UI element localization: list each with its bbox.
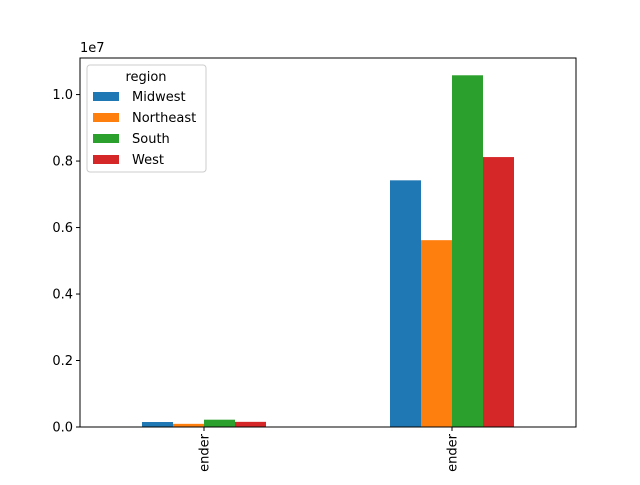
bar-west-1 [483, 157, 514, 427]
y-tick-label: 1.0 [52, 88, 73, 103]
bar-west-0 [235, 421, 266, 427]
legend-swatch-south [93, 134, 119, 143]
y-offset-label: 1e7 [80, 41, 105, 56]
bar-northeast-1 [421, 240, 452, 427]
y-tick-label: 0.0 [52, 421, 73, 436]
y-tick-label: 0.4 [52, 288, 73, 303]
legend-swatch-northeast [93, 113, 119, 122]
x-tick-label: ender [446, 433, 461, 471]
y-tick-label: 0.6 [52, 221, 73, 236]
x-tick-label: ender [198, 433, 213, 471]
bar-south-0 [204, 419, 235, 427]
bar-midwest-0 [142, 422, 173, 427]
bar-midwest-1 [390, 180, 421, 427]
bar-northeast-0 [173, 423, 204, 427]
x-axis: ender ender [198, 427, 461, 472]
legend-label-northeast: Northeast [132, 111, 196, 126]
legend-label-midwest: Midwest [132, 90, 186, 105]
legend-frame [86, 64, 207, 173]
bar-south-1 [452, 75, 483, 427]
bars-layer [142, 75, 514, 427]
legend-items: Midwest Northeast South West [93, 90, 196, 168]
legend-title: region [125, 70, 166, 85]
y-tick-label: 0.2 [52, 354, 73, 369]
legend-label-west: West [132, 153, 164, 168]
legend-swatch-midwest [93, 92, 119, 101]
y-tick-label: 0.8 [52, 155, 73, 170]
plot-frame [79, 57, 577, 428]
legend: region Midwest Northeast South West [86, 64, 207, 173]
legend-label-south: South [132, 132, 170, 147]
y-axis: 0.0 0.2 0.4 0.6 0.8 1.0 [52, 88, 80, 436]
legend-swatch-west [93, 155, 119, 164]
